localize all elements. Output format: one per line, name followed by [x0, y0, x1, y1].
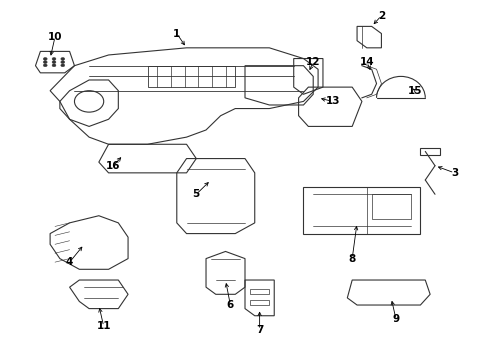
Bar [250, 289, 270, 294]
Text: 10: 10 [48, 32, 62, 42]
Circle shape [52, 64, 56, 67]
Circle shape [43, 64, 47, 67]
Text: 5: 5 [193, 189, 200, 199]
Text: 8: 8 [348, 253, 356, 264]
Text: 14: 14 [360, 57, 374, 67]
Circle shape [61, 64, 65, 67]
Text: 13: 13 [325, 96, 340, 107]
Bar [250, 300, 270, 305]
Circle shape [61, 58, 65, 60]
Circle shape [43, 58, 47, 60]
Text: 2: 2 [378, 11, 385, 21]
Text: 9: 9 [392, 314, 400, 324]
Circle shape [52, 61, 56, 64]
Circle shape [61, 61, 65, 64]
Bar [372, 194, 411, 219]
Circle shape [43, 61, 47, 64]
Text: 15: 15 [408, 86, 423, 96]
Text: 6: 6 [227, 300, 234, 310]
Text: 3: 3 [451, 168, 458, 178]
Text: 16: 16 [106, 161, 121, 171]
Text: 4: 4 [66, 257, 74, 267]
Text: 12: 12 [306, 57, 320, 67]
Text: 7: 7 [256, 325, 263, 335]
Text: 11: 11 [97, 321, 111, 332]
Text: 1: 1 [173, 28, 180, 39]
Circle shape [52, 58, 56, 60]
